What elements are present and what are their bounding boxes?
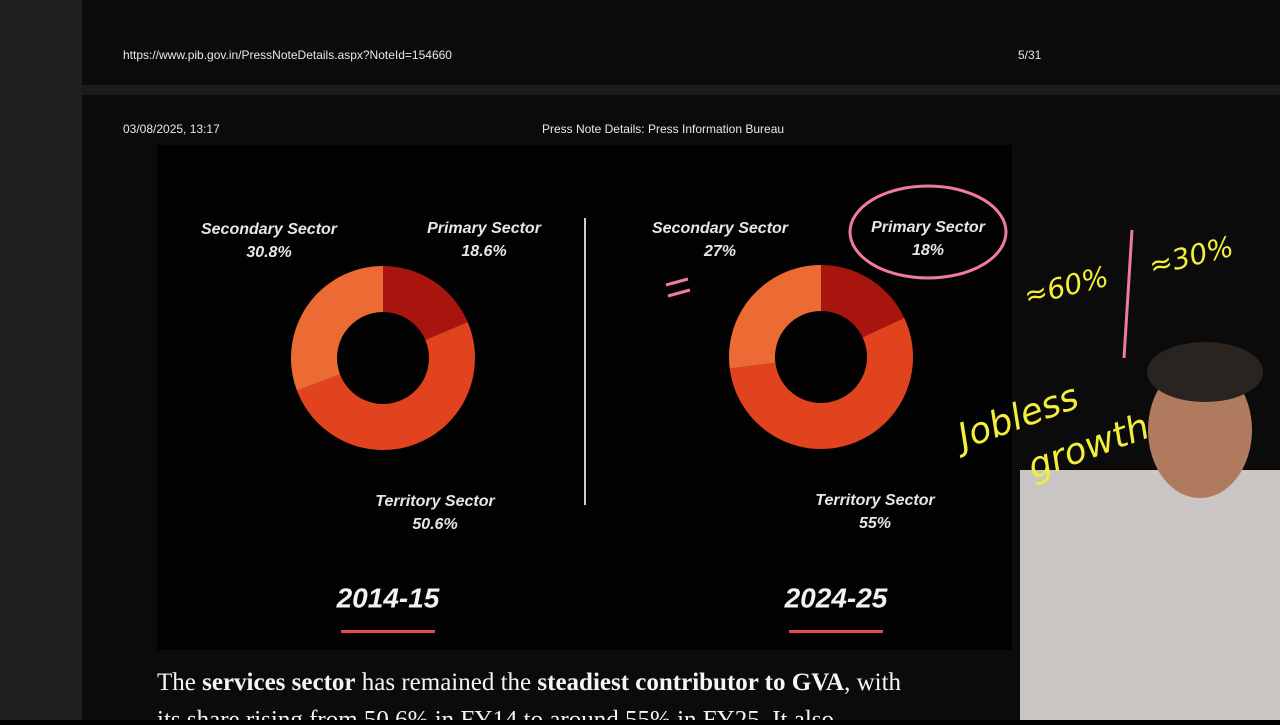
segment-value: 50.6%	[412, 516, 457, 533]
donut-segment	[729, 265, 821, 369]
annotation-circle	[848, 184, 1008, 280]
title-underline	[341, 630, 435, 633]
page-gap	[82, 85, 1280, 95]
title-underline	[789, 630, 883, 633]
donut-segment	[291, 266, 383, 391]
segment-label: Territory Sector	[815, 492, 935, 509]
donut-segment	[821, 265, 905, 338]
donut-segment	[383, 266, 468, 340]
annotation-equals	[665, 277, 691, 298]
sidebar	[0, 0, 82, 720]
chart-title: 2014-15	[336, 582, 440, 613]
segment-value: 18.6%	[461, 243, 506, 260]
person-shirt	[1020, 470, 1280, 720]
segment-label: Secondary Sector	[201, 221, 338, 238]
body-line-1: The services sector has remained the ste…	[157, 669, 902, 696]
donut-segment	[297, 321, 476, 451]
segment-value: 18%	[912, 242, 944, 259]
segment-value: 27%	[703, 243, 736, 260]
segment-label: Secondary Sector	[652, 220, 789, 237]
segment-label: Territory Sector	[375, 493, 495, 510]
segment-label: Primary Sector	[427, 220, 542, 237]
annotation-divider	[1122, 229, 1134, 359]
person-hair	[1147, 342, 1263, 402]
segment-label: Primary Sector	[871, 219, 986, 236]
segment-value: 55%	[859, 515, 891, 532]
segment-value: 30.8%	[246, 244, 291, 261]
url: https://www.pib.gov.in/PressNoteDetails.…	[123, 48, 452, 62]
doc-title: Press Note Details: Press Information Bu…	[542, 122, 784, 136]
donut-segment	[729, 317, 913, 450]
page-number: 5/31	[1018, 48, 1042, 62]
body-line-2: its share rising from 50.6% in FY14 to a…	[157, 707, 834, 720]
datetime: 03/08/2025, 13:17	[123, 122, 220, 136]
chart-title: 2024-25	[784, 582, 888, 613]
